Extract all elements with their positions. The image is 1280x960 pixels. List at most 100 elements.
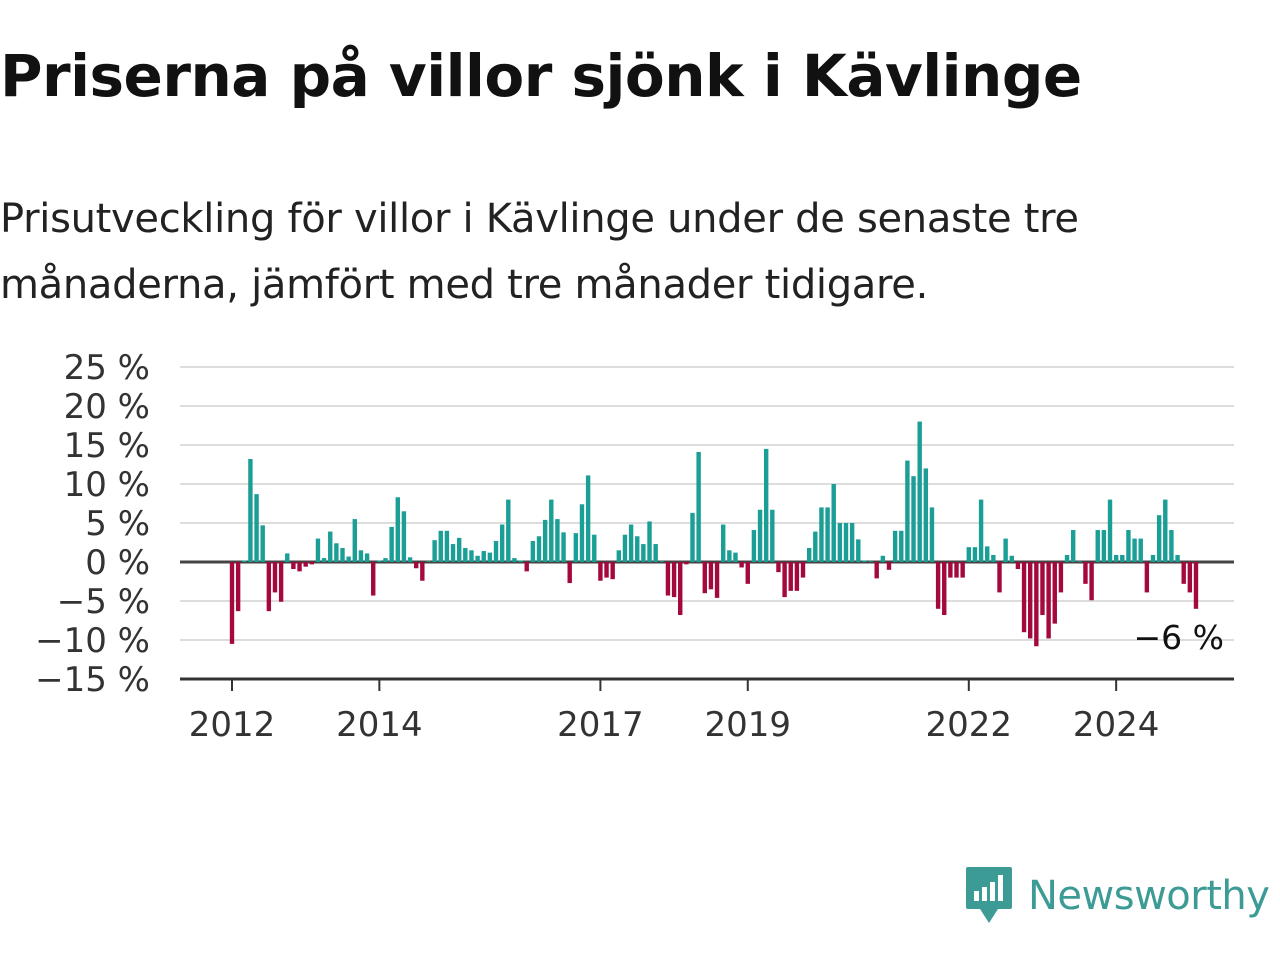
bar xyxy=(414,562,419,569)
bar xyxy=(450,544,456,562)
bar xyxy=(352,519,357,562)
bar xyxy=(1077,561,1082,562)
bar xyxy=(481,551,486,562)
bar xyxy=(622,534,628,562)
bar xyxy=(297,562,302,572)
bar xyxy=(346,556,351,562)
bar xyxy=(229,562,235,644)
bar xyxy=(438,530,443,562)
bar-chart: 25 %20 %15 %10 %5 %0 %−5 %−10 %−15 % 201… xyxy=(35,348,1234,745)
bar xyxy=(690,512,695,562)
bar xyxy=(868,561,873,562)
bar xyxy=(954,562,959,578)
bar xyxy=(303,562,308,567)
bar xyxy=(291,562,296,570)
x-tick-label: 2012 xyxy=(189,705,276,745)
bar xyxy=(358,550,364,562)
bar xyxy=(721,524,726,562)
bar xyxy=(371,562,376,596)
bar xyxy=(260,525,265,562)
bar xyxy=(997,562,1002,593)
bar xyxy=(272,562,278,593)
bar xyxy=(285,553,290,562)
bar xyxy=(1058,562,1064,593)
bar xyxy=(1132,538,1137,562)
latest-value-label: −6 % xyxy=(1134,618,1225,657)
bar xyxy=(444,530,450,562)
gridlines xyxy=(180,366,1234,641)
bar xyxy=(800,562,806,578)
bar xyxy=(555,519,560,562)
bar xyxy=(671,562,677,598)
bar xyxy=(542,519,548,562)
bar xyxy=(702,562,707,594)
bar xyxy=(1169,530,1174,562)
bar xyxy=(862,560,867,562)
x-axis: 2012 2014 2017 2019 2022 2024 xyxy=(180,677,1234,745)
bar xyxy=(610,562,615,580)
chart-title: Priserna på villor sjönk i Kävlinge xyxy=(0,42,1082,110)
bar xyxy=(1193,562,1199,609)
newsworthy-logo-icon xyxy=(966,867,1012,923)
bar xyxy=(788,562,793,591)
bar xyxy=(813,531,818,562)
bar xyxy=(745,562,750,584)
bar xyxy=(383,558,388,562)
bar xyxy=(1009,555,1014,562)
bar xyxy=(463,547,468,562)
bar xyxy=(1126,530,1131,562)
bar xyxy=(899,530,904,562)
bar xyxy=(309,562,315,565)
bar xyxy=(641,544,646,562)
bar xyxy=(960,562,965,578)
bar xyxy=(770,509,775,562)
bar xyxy=(1150,554,1156,562)
bar xyxy=(321,558,327,562)
y-axis-labels: 25 %20 %15 %10 %5 %0 %−5 %−10 %−15 % xyxy=(35,348,150,700)
bar xyxy=(776,562,781,573)
bar xyxy=(1163,499,1168,562)
bar xyxy=(328,531,333,562)
bar xyxy=(420,562,425,581)
bar xyxy=(266,562,272,612)
bar xyxy=(757,509,763,562)
bar xyxy=(874,562,879,579)
bar xyxy=(1021,562,1027,633)
bar xyxy=(819,507,824,562)
bar xyxy=(733,552,738,562)
bar xyxy=(985,546,990,562)
bar xyxy=(1070,530,1076,562)
bar xyxy=(628,524,634,562)
bar xyxy=(1120,554,1125,562)
bar xyxy=(1101,530,1107,562)
bar xyxy=(1052,562,1057,624)
bar xyxy=(935,562,941,609)
bar xyxy=(389,526,394,562)
bar xyxy=(831,484,836,562)
bar xyxy=(929,507,935,562)
y-tick-label: −15 % xyxy=(35,660,150,700)
bar xyxy=(948,562,953,578)
bar xyxy=(635,536,640,562)
bar xyxy=(942,562,947,616)
bar xyxy=(1028,562,1033,639)
bar xyxy=(1181,562,1186,584)
bar xyxy=(604,562,609,578)
bar xyxy=(616,550,622,562)
y-tick-label: 15 % xyxy=(64,426,150,466)
bar xyxy=(991,554,996,562)
bar xyxy=(512,558,517,562)
bar xyxy=(923,468,929,562)
x-tick-label: 2024 xyxy=(1073,705,1160,745)
bar xyxy=(487,552,493,562)
bar xyxy=(917,421,922,562)
y-tick-label: 20 % xyxy=(64,387,150,427)
bar xyxy=(254,494,259,562)
x-tick-label: 2014 xyxy=(336,705,423,745)
bar xyxy=(782,562,787,598)
bar xyxy=(1040,562,1045,616)
bar xyxy=(506,499,511,562)
bar xyxy=(518,560,523,562)
bar xyxy=(536,536,542,562)
bar xyxy=(696,452,701,562)
